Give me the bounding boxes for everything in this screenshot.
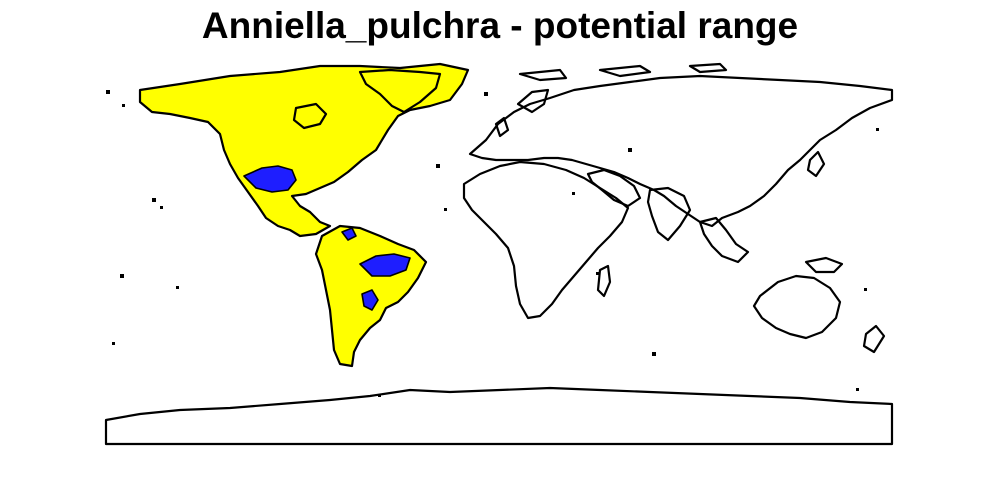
core-range-south-america — [361, 289, 379, 311]
arabia — [586, 168, 642, 208]
core-range-north-america — [243, 165, 297, 193]
small-islands — [106, 90, 879, 397]
antarctica — [104, 386, 894, 446]
japan — [806, 150, 826, 178]
new-zealand — [862, 324, 886, 354]
southeast-asia — [698, 216, 750, 264]
scandinavia — [516, 88, 550, 114]
british-isles — [494, 116, 510, 138]
core-range-central-america — [341, 227, 357, 241]
new-guinea — [804, 256, 844, 274]
madagascar — [596, 264, 612, 298]
india — [646, 186, 692, 242]
eurasia — [468, 74, 894, 228]
arctic-islands — [518, 62, 728, 82]
core-range-amazon — [359, 253, 411, 277]
australia — [752, 274, 842, 340]
north-america — [138, 62, 470, 238]
africa — [462, 160, 630, 320]
map-title: Anniella_pulchra - potential range — [201, 5, 799, 46]
greenland — [358, 68, 442, 114]
hudson-bay — [292, 102, 328, 130]
